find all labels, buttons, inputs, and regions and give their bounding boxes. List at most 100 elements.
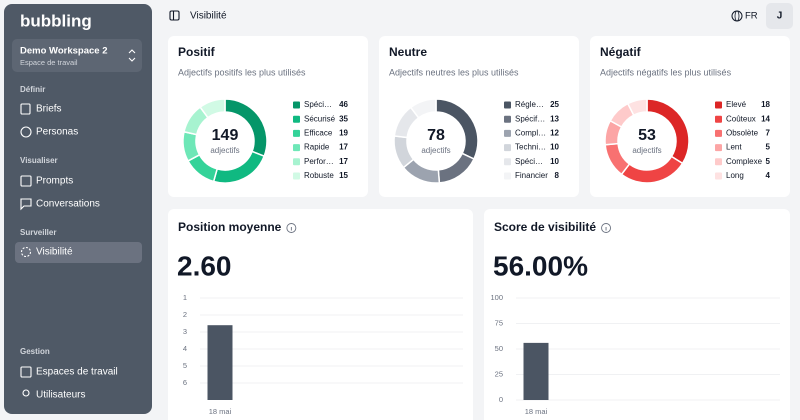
briefs-icon <box>20 103 31 115</box>
globe-meridian <box>734 10 740 22</box>
legend-label: Techni… <box>515 143 546 152</box>
legend-swatch <box>504 158 511 166</box>
section-label: Gestion <box>20 347 50 356</box>
y-tick-label: 4 <box>183 344 187 353</box>
workspace-switcher[interactable] <box>12 39 142 72</box>
chevron-icon <box>128 49 136 62</box>
language[interactable]: FR <box>745 11 758 22</box>
legend-swatch <box>293 144 300 152</box>
legend-value: 25 <box>550 100 559 109</box>
legend-label: Spéci… <box>515 157 543 166</box>
nav-item[interactable]: Prompts <box>36 176 73 187</box>
card <box>168 36 368 197</box>
nav-item[interactable]: Conversations <box>36 199 100 210</box>
avatar[interactable] <box>766 3 793 29</box>
legend-swatch <box>504 129 511 137</box>
legend-swatch <box>715 172 722 180</box>
legend-label: Spécif… <box>515 114 545 123</box>
metric-value: 2.60 <box>177 250 232 281</box>
card <box>484 209 790 420</box>
workspaces-icon <box>20 366 32 378</box>
legend-label: Complexe <box>726 157 763 166</box>
legend-swatch <box>715 129 722 137</box>
nav-item[interactable]: Personas <box>36 127 78 138</box>
legend-swatch <box>504 172 511 180</box>
legend-label: Financier <box>515 171 548 180</box>
y-tick-label: 75 <box>495 318 503 327</box>
legend-value: 8 <box>555 171 560 180</box>
legend-value: 17 <box>339 157 348 166</box>
legend-swatch <box>715 115 722 123</box>
legend-label: Spéci… <box>304 100 332 109</box>
legend-value: 13 <box>550 114 559 123</box>
users-icon <box>22 389 30 397</box>
nav-item[interactable]: Espaces de travail <box>36 367 118 378</box>
nav-active <box>15 242 142 263</box>
legend-label: Compl… <box>515 129 546 138</box>
prompts-icon <box>20 175 32 187</box>
x-tick-label: 18 mai <box>209 407 232 416</box>
legend-label: Régle… <box>515 100 544 109</box>
donut-total: 78 <box>427 127 445 144</box>
card-title: Négatif <box>600 45 642 59</box>
card-title: Neutre <box>389 45 427 59</box>
personas-icon <box>20 126 32 138</box>
bar <box>207 325 233 400</box>
y-tick-label: 6 <box>183 378 187 387</box>
legend-value: 35 <box>339 114 348 123</box>
y-tick-label: 25 <box>495 369 503 378</box>
legend-swatch <box>293 129 300 137</box>
visibility-icon <box>20 246 32 258</box>
legend-value: 7 <box>766 129 771 138</box>
legend-value: 17 <box>339 143 348 152</box>
nav-item[interactable]: Utilisateurs <box>36 390 85 401</box>
card-subtitle: Adjectifs neutres les plus utilisés <box>389 67 519 77</box>
donut-segment <box>626 98 648 117</box>
legend-label: Rapide <box>304 143 330 152</box>
donut-total-label: adjectifs <box>632 146 661 155</box>
legend-swatch <box>293 115 300 123</box>
card-subtitle: Adjectifs positifs les plus utilisés <box>178 67 306 77</box>
legend-value: 19 <box>339 129 348 138</box>
legend-value: 46 <box>339 100 348 109</box>
sidebar-toggle[interactable] <box>169 10 180 21</box>
card-title: Score de visibilité <box>494 220 596 234</box>
info-icon <box>601 223 611 233</box>
legend-swatch <box>504 115 511 123</box>
legend-swatch <box>715 144 722 152</box>
legend-value: 14 <box>761 114 770 123</box>
x-tick-label: 18 mai <box>525 407 548 416</box>
workspace-subtitle: Espace de travail <box>20 58 78 67</box>
legend-value: 10 <box>550 143 559 152</box>
card-title: Positif <box>178 45 216 59</box>
avatar-initial: J <box>777 11 783 22</box>
donut-total-label: adjectifs <box>421 146 450 155</box>
section-label: Définir <box>20 85 45 94</box>
section-label: Visualiser <box>20 156 58 165</box>
y-tick-label: 5 <box>183 361 187 370</box>
y-tick-label: 2 <box>183 310 187 319</box>
y-tick-label: 1 <box>183 293 187 302</box>
legend-value: 12 <box>550 129 559 138</box>
donut-total: 53 <box>638 127 656 144</box>
logo[interactable]: bubbling <box>20 11 92 30</box>
bar <box>523 342 549 400</box>
donut-total-label: adjectifs <box>210 146 239 155</box>
nav-item[interactable]: Briefs <box>36 104 62 115</box>
legend-label: Elevé <box>726 100 747 109</box>
y-tick-label: 0 <box>499 395 503 404</box>
legend-value: 5 <box>766 143 771 152</box>
legend-label: Long <box>726 171 744 180</box>
donut-total: 149 <box>212 127 239 144</box>
legend-swatch <box>715 101 722 109</box>
donut-segment <box>182 130 201 162</box>
section-label: Surveiller <box>20 228 56 237</box>
legend-swatch <box>293 172 300 180</box>
nav-item[interactable]: Visibilité <box>36 247 73 258</box>
legend-label: Coûteux <box>726 114 756 123</box>
y-tick-label: 100 <box>490 293 503 302</box>
legend-label: Efficace <box>304 129 333 138</box>
legend-label: Obsolète <box>726 129 759 138</box>
